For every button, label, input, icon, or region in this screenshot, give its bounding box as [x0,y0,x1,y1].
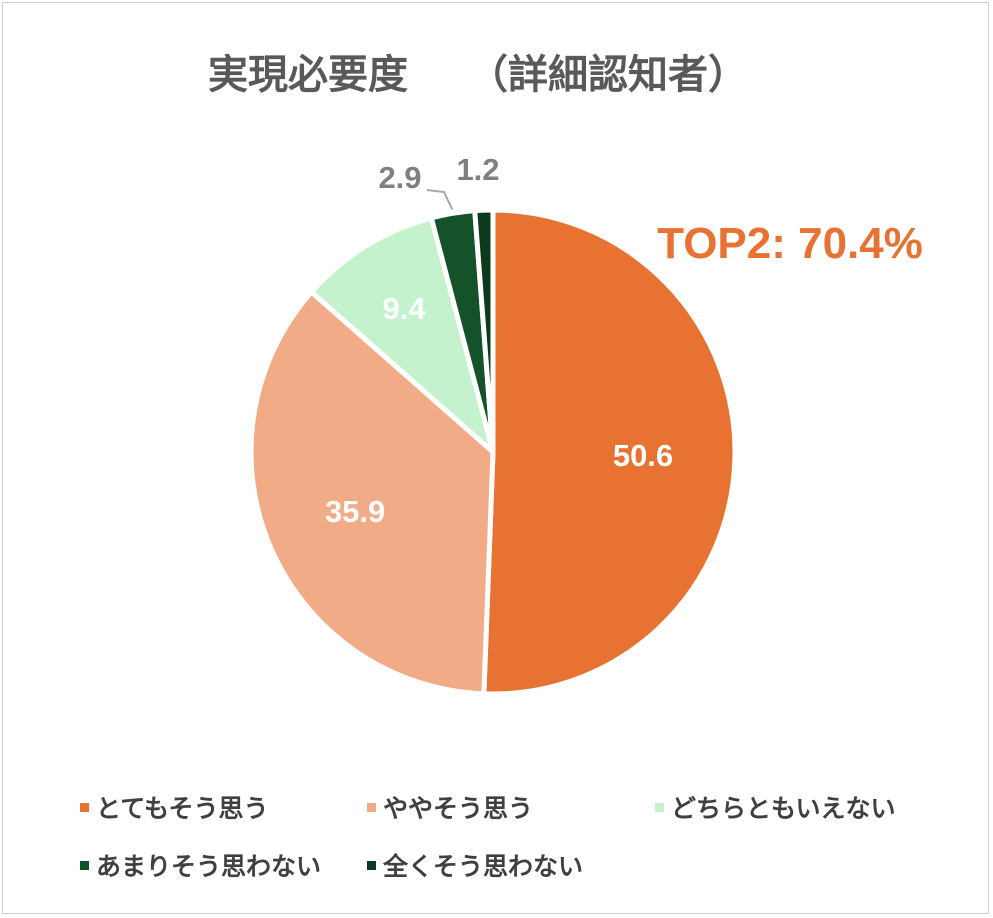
pie-slice-1 [481,207,738,697]
data-label-5: 1.2 [456,152,499,187]
pie-slice-5 [472,207,496,455]
legend-label-5: 全くそう思わない [382,852,583,881]
legend-label-4: あまりそう思わない [96,852,321,881]
leader-line-4 [426,189,454,210]
legend-swatch-5 [367,861,376,870]
data-label-2: 35.9 [325,494,385,529]
top2-annotation: TOP2: 70.4% [657,219,923,268]
data-label-1: 50.6 [613,438,673,473]
leader-lines [426,189,454,210]
pie-slices [248,207,738,697]
data-labels: 50.6 35.9 9.4 2.9 1.2 [325,152,673,529]
legend-label-3: どちらともいえない [671,794,896,823]
legend-label-1: とてもそう思う [96,794,269,823]
legend-swatch-4 [80,861,89,870]
pie-slice-3 [308,215,496,455]
chart-title: 実現必要度 （詳細認知者） [208,52,748,98]
data-label-3: 9.4 [382,291,426,326]
legend-swatch-1 [80,803,89,812]
legend-swatch-3 [655,803,664,812]
legend-label-2: ややそう思う [383,794,533,823]
legend-swatch-2 [367,803,376,812]
data-label-4: 2.9 [378,160,421,195]
pie-slice-2 [248,289,496,697]
